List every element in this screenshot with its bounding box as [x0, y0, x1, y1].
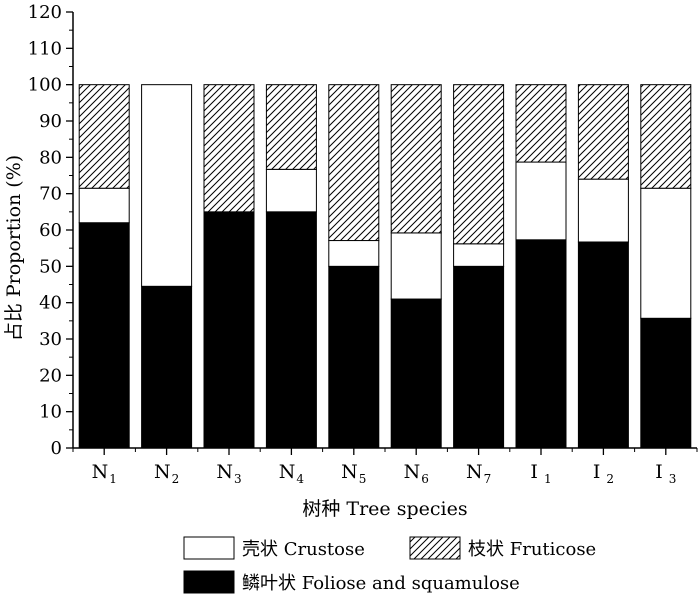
legend-swatch-3 [183, 570, 235, 594]
legend-swatch-1 [183, 536, 235, 560]
bar-segment-i2-series-1 [577, 241, 629, 449]
x-axis-label: 树种 Tree species [302, 498, 467, 520]
bar-segment-n6-series-3 [390, 84, 442, 234]
y-tick-label: 0 [51, 438, 62, 459]
x-axis: N1 N2 N3 N4 N5 N6 N7 I 1 I 2 I 3 [72, 447, 698, 486]
legend-label-2: 枝状 Fruticose [468, 539, 596, 560]
plot-area [78, 84, 692, 449]
bar-segment-n5-series-1 [328, 265, 380, 449]
y-tick-label: 70 [39, 184, 62, 205]
x-tick-label-n2: N2 [154, 461, 179, 486]
bar-segment-n5-series-3 [328, 84, 380, 242]
bar-segment-n2-series-2 [141, 84, 193, 287]
legend: 壳状 Crustose 枝状 Fruticose 鳞叶状 Foliose and s… [183, 536, 596, 594]
bar-segment-i3-series-1 [640, 317, 692, 449]
bar-segment-i1-series-2 [515, 161, 567, 241]
bar-segment-i1-series-3 [515, 84, 567, 163]
y-tick-label: 90 [39, 111, 62, 132]
bar-segment-i1-series-1 [515, 239, 567, 449]
y-tick-label: 50 [39, 256, 62, 277]
y-tick-label: 80 [39, 147, 62, 168]
bar-segment-n7-series-1 [453, 265, 505, 449]
legend-swatch-2 [409, 536, 461, 560]
bar-segment-n4-series-2 [265, 168, 317, 213]
y-tick-label: 120 [28, 2, 62, 23]
bar-segment-n3-series-3 [203, 84, 255, 213]
bar-segment-n1-series-2 [78, 187, 130, 224]
y-tick-label: 60 [39, 220, 62, 241]
x-tick-label-n3: N3 [216, 461, 241, 486]
y-tick-label: 100 [28, 75, 62, 96]
y-tick-label: 10 [39, 402, 62, 423]
bar-segment-n6-series-1 [390, 298, 442, 449]
y-tick-label: 110 [28, 38, 62, 59]
x-tick-label-n5: N5 [341, 461, 366, 486]
bar-segment-n7-series-2 [453, 243, 505, 267]
bar-segment-i3-series-3 [640, 84, 692, 189]
bar-segment-n1-series-3 [78, 84, 130, 189]
legend-label-3: 鳞叶状 Foliose and squamulose [242, 573, 520, 594]
x-tick-label-n4: N4 [279, 461, 305, 486]
x-tick-label-n1: N1 [92, 461, 117, 486]
bar-segment-n4-series-1 [265, 211, 317, 449]
x-tick-label-n7: N7 [466, 461, 491, 486]
bar-segment-n3-series-1 [203, 211, 255, 449]
bar-segment-i2-series-3 [577, 84, 629, 180]
y-axis: 0 10 20 30 40 50 60 70 80 90 100 110 120 [28, 2, 74, 459]
bar-segment-i3-series-2 [640, 187, 692, 319]
bar-segment-i2-series-2 [577, 178, 629, 243]
y-axis-label: 占比 Proportion (%) [3, 155, 25, 341]
bar-segment-n2-series-1 [141, 285, 193, 449]
bar-segment-n4-series-3 [265, 84, 317, 170]
bar-segment-n5-series-2 [328, 240, 380, 267]
x-tick-label-n6: N6 [404, 461, 429, 486]
y-tick-label: 30 [39, 329, 62, 350]
bar-segment-n7-series-3 [453, 84, 505, 245]
bar-segment-n6-series-2 [390, 232, 442, 300]
y-tick-label: 20 [39, 365, 62, 386]
bar-segment-n1-series-1 [78, 222, 130, 449]
legend-label-1: 壳状 Crustose [242, 539, 365, 560]
y-tick-label: 40 [39, 293, 62, 314]
